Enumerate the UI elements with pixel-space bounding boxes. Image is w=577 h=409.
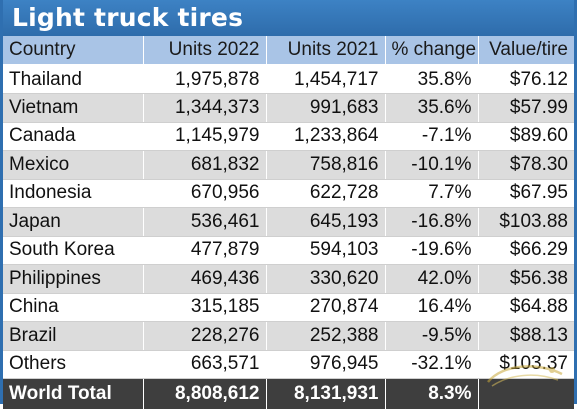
cell-country: South Korea xyxy=(3,236,144,265)
column-header-units-2022: Units 2022 xyxy=(143,36,267,66)
cell-units-2022: 663,571 xyxy=(143,350,267,379)
cell-units-2021: 252,388 xyxy=(266,321,386,351)
cell-units-2022: 536,461 xyxy=(143,207,267,237)
cell-country: Thailand xyxy=(3,65,144,94)
column-header-country: Country xyxy=(3,36,144,66)
cell-value-per-tire: $88.13 xyxy=(478,321,574,351)
cell-country: Others xyxy=(3,350,144,379)
table-row: China 315,185 270,874 16.4% $64.88 xyxy=(3,293,574,322)
column-header-value-per-tire: Value/tire xyxy=(478,36,574,66)
cell-country: Canada xyxy=(3,122,144,151)
cell-value-per-tire: $57.99 xyxy=(478,93,574,123)
cell-value-per-tire: $56.38 xyxy=(478,264,574,294)
table-row: Thailand 1,975,878 1,454,717 35.8% $76.12 xyxy=(3,65,574,94)
cell-percent-change: 35.6% xyxy=(385,93,479,123)
header-row: Country Units 2022 Units 2021 % change V… xyxy=(3,36,574,66)
cell-units-2022: 1,975,878 xyxy=(143,65,267,94)
cell-units-2022: 670,956 xyxy=(143,179,267,208)
cell-percent-change: 35.8% xyxy=(385,65,479,94)
table-row: Philippines 469,436 330,620 42.0% $56.38 xyxy=(3,264,574,294)
table-body: Thailand 1,975,878 1,454,717 35.8% $76.12 Vie… xyxy=(3,65,574,379)
cell-percent-change: 16.4% xyxy=(385,293,479,322)
cell-units-2022: 1,145,979 xyxy=(143,122,267,151)
cell-value-per-tire: $64.88 xyxy=(478,293,574,322)
cell-value-per-tire: $89.60 xyxy=(478,122,574,151)
cell-units-2021: 991,683 xyxy=(266,93,386,123)
cell-country: Mexico xyxy=(3,150,144,180)
cell-percent-change: -7.1% xyxy=(385,122,479,151)
table-row: Vietnam 1,344,373 991,683 35.6% $57.99 xyxy=(3,93,574,123)
total-units-2021: 8,131,931 xyxy=(266,378,386,409)
cell-units-2021: 1,233,864 xyxy=(266,122,386,151)
cell-percent-change: 42.0% xyxy=(385,264,479,294)
cell-country: Brazil xyxy=(3,321,144,351)
column-header-units-2021: Units 2021 xyxy=(266,36,386,66)
total-percent-change: 8.3% xyxy=(385,378,479,409)
table-row: Japan 536,461 645,193 -16.8% $103.88 xyxy=(3,207,574,237)
cell-units-2022: 681,832 xyxy=(143,150,267,180)
cell-value-per-tire: $103.88 xyxy=(478,207,574,237)
cell-units-2021: 330,620 xyxy=(266,264,386,294)
cell-units-2021: 1,454,717 xyxy=(266,65,386,94)
cell-units-2021: 270,874 xyxy=(266,293,386,322)
cell-units-2021: 758,816 xyxy=(266,150,386,180)
cell-units-2022: 1,344,373 xyxy=(143,93,267,123)
watermark-logo xyxy=(487,365,563,387)
cell-units-2022: 228,276 xyxy=(143,321,267,351)
table-row: Canada 1,145,979 1,233,864 -7.1% $89.60 xyxy=(3,122,574,151)
total-units-2022: 8,808,612 xyxy=(143,378,267,409)
cell-country: Vietnam xyxy=(3,93,144,123)
cell-country: Philippines xyxy=(3,264,144,294)
cell-percent-change: -32.1% xyxy=(385,350,479,379)
cell-percent-change: -19.6% xyxy=(385,236,479,265)
cell-units-2021: 645,193 xyxy=(266,207,386,237)
cell-country: Indonesia xyxy=(3,179,144,208)
column-header-percent-change: % change xyxy=(385,36,479,66)
cell-percent-change: -9.5% xyxy=(385,321,479,351)
cell-country: China xyxy=(3,293,144,322)
cell-units-2022: 477,879 xyxy=(143,236,267,265)
table-title: Light truck tires xyxy=(3,0,574,36)
cell-value-per-tire: $78.30 xyxy=(478,150,574,180)
cell-units-2022: 469,436 xyxy=(143,264,267,294)
table-row: Others 663,571 976,945 -32.1% $103.37 xyxy=(3,350,574,379)
cell-country: Japan xyxy=(3,207,144,237)
table-row: South Korea 477,879 594,103 -19.6% $66.29 xyxy=(3,236,574,265)
total-label: World Total xyxy=(3,378,144,409)
cell-units-2021: 594,103 xyxy=(266,236,386,265)
cell-percent-change: 7.7% xyxy=(385,179,479,208)
cell-value-per-tire: $76.12 xyxy=(478,65,574,94)
table-row: Mexico 681,832 758,816 -10.1% $78.30 xyxy=(3,150,574,180)
table-row: Brazil 228,276 252,388 -9.5% $88.13 xyxy=(3,321,574,351)
cell-value-per-tire: $66.29 xyxy=(478,236,574,265)
cell-units-2021: 976,945 xyxy=(266,350,386,379)
cell-percent-change: -16.8% xyxy=(385,207,479,237)
cell-value-per-tire: $67.95 xyxy=(478,179,574,208)
cell-units-2021: 622,728 xyxy=(266,179,386,208)
cell-units-2022: 315,185 xyxy=(143,293,267,322)
cell-percent-change: -10.1% xyxy=(385,150,479,180)
table-row: Indonesia 670,956 622,728 7.7% $67.95 xyxy=(3,179,574,208)
tire-import-table: Country Units 2022 Units 2021 % change V… xyxy=(3,36,574,409)
